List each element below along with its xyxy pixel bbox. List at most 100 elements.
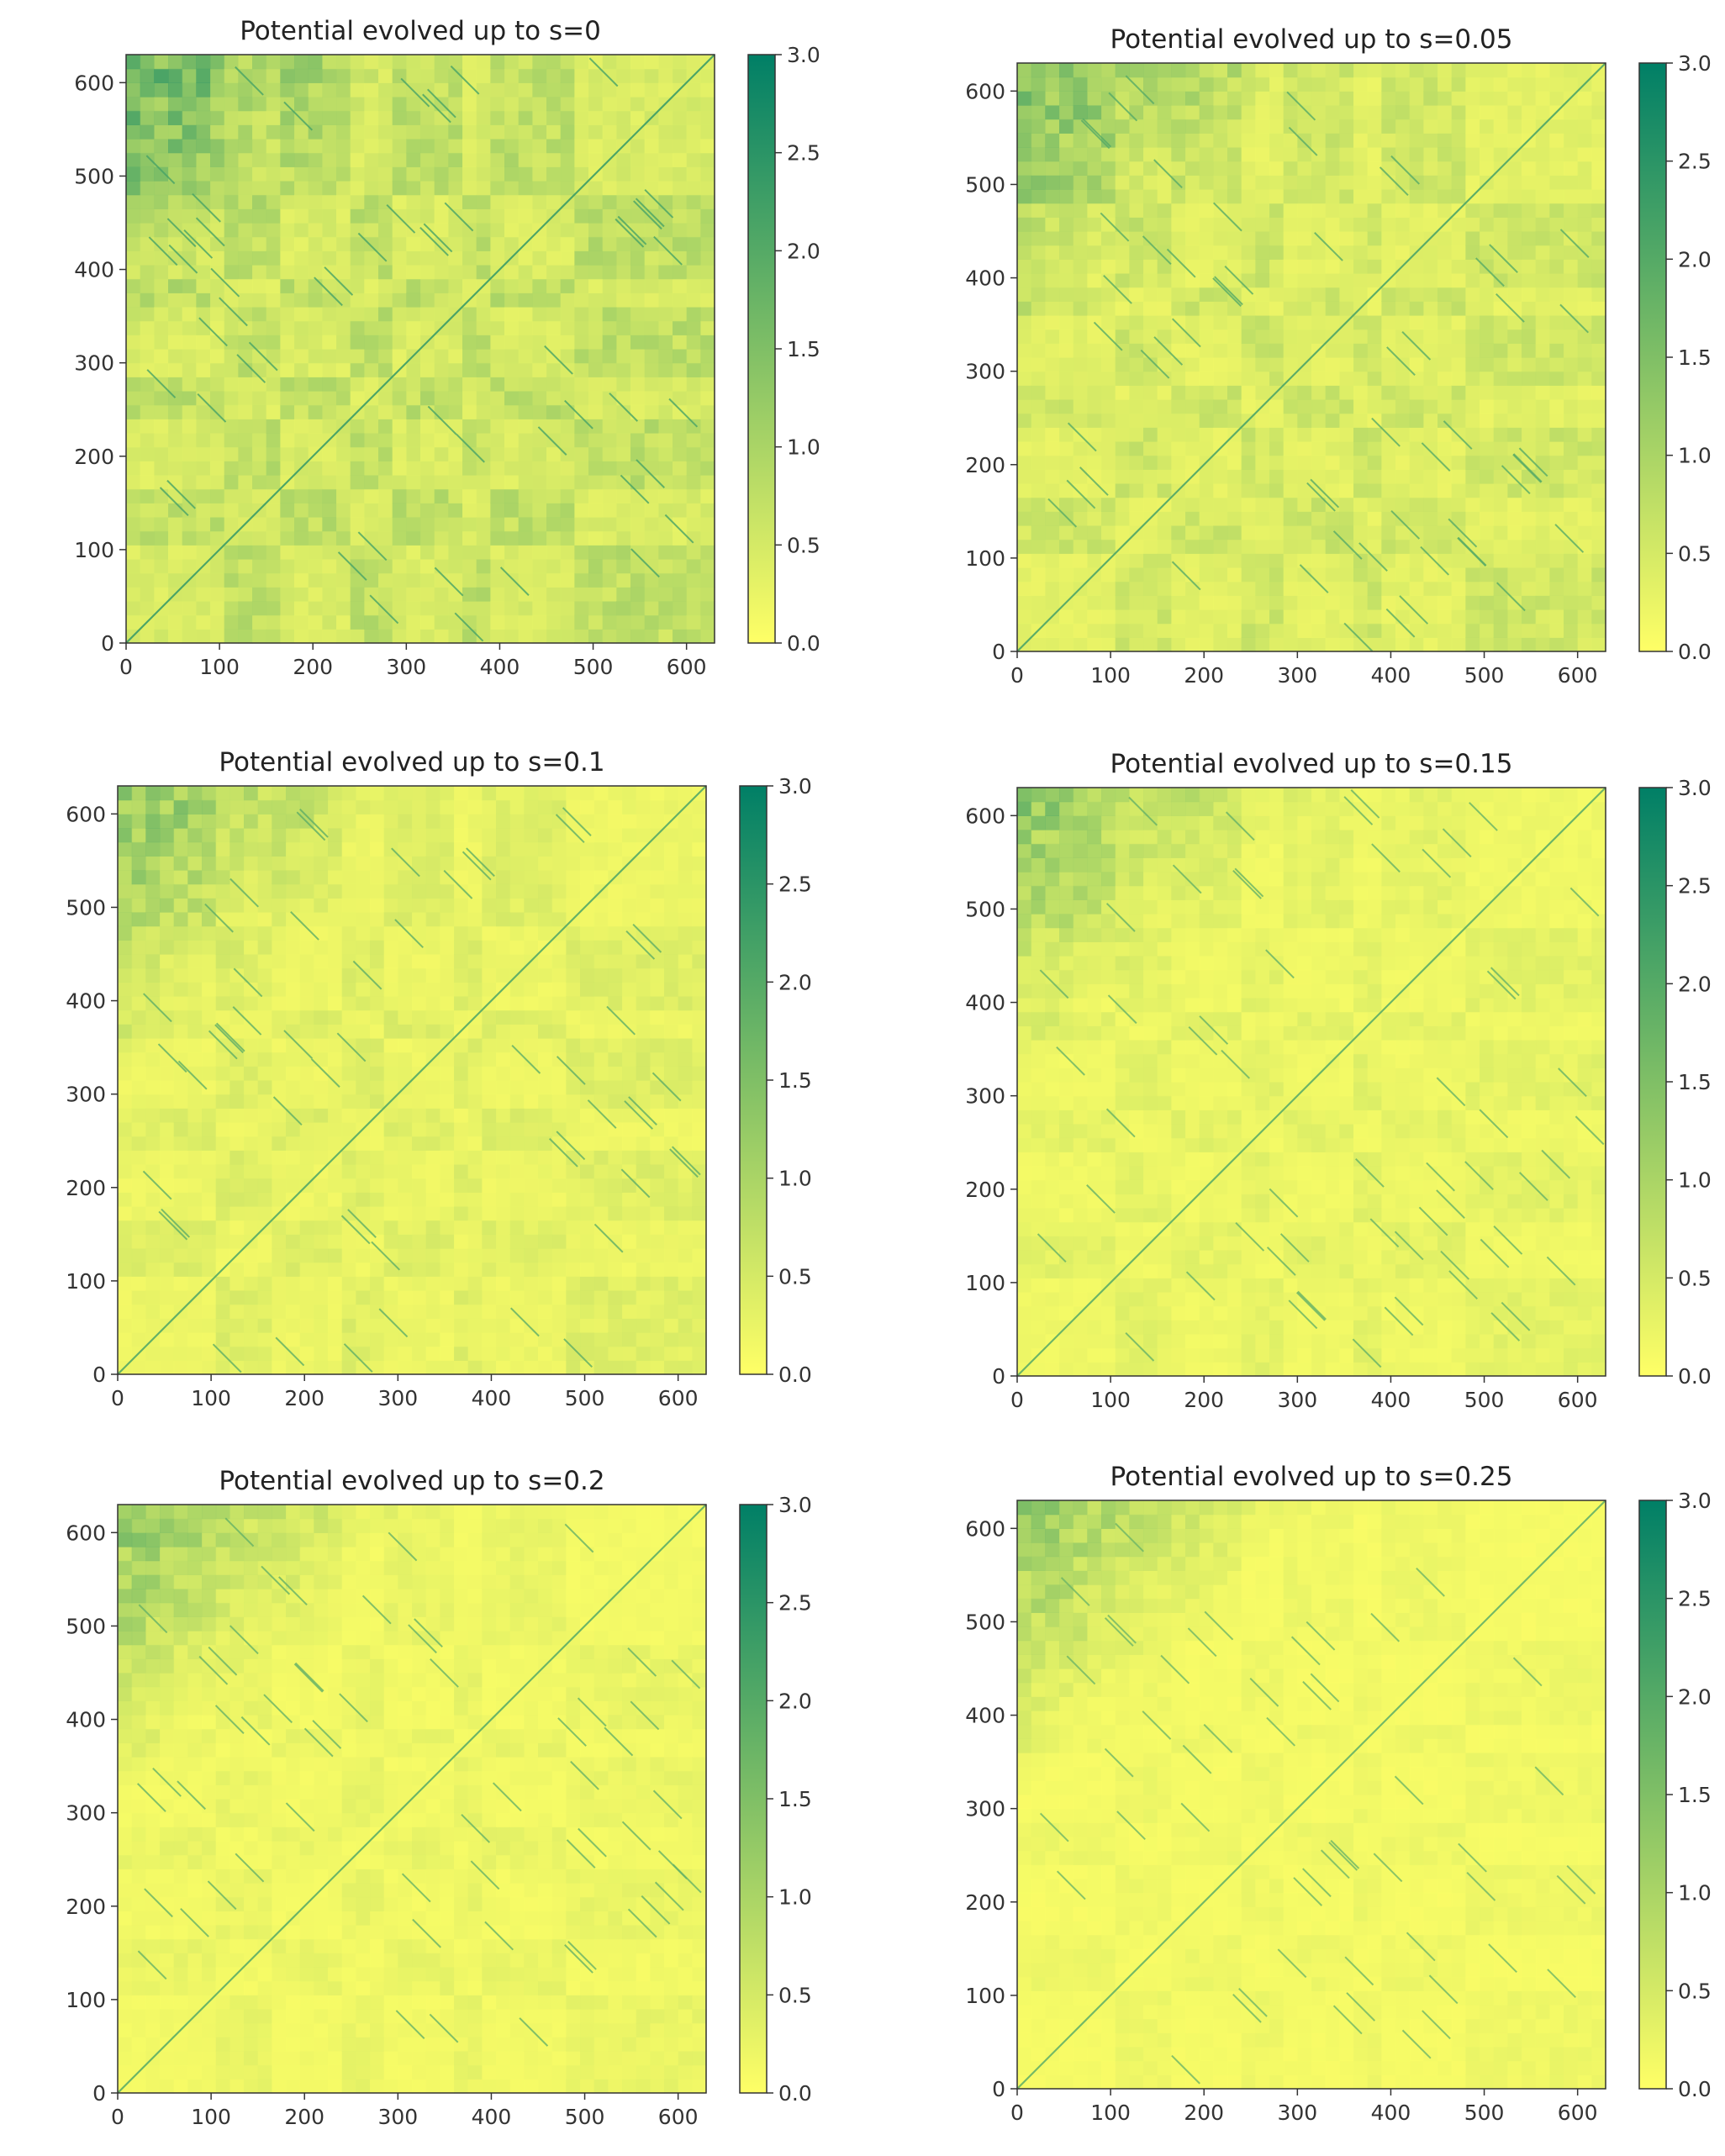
heatmap-cell bbox=[328, 982, 343, 997]
heatmap-cell bbox=[1535, 595, 1550, 610]
heatmap-cell bbox=[1227, 595, 1242, 610]
heatmap-cell bbox=[1438, 455, 1453, 470]
heatmap-cell bbox=[252, 488, 267, 503]
heatmap-cell bbox=[1591, 273, 1606, 288]
heatmap-cell bbox=[532, 545, 547, 560]
heatmap-cell bbox=[532, 152, 547, 167]
heatmap-cell bbox=[686, 446, 701, 461]
heatmap-cell bbox=[1157, 161, 1172, 176]
heatmap-cell bbox=[1564, 301, 1579, 316]
heatmap-cell bbox=[378, 503, 393, 518]
heatmap-cell bbox=[454, 1052, 469, 1067]
heatmap-cell bbox=[1325, 511, 1340, 526]
heatmap-cell bbox=[1381, 343, 1396, 358]
heatmap-cell bbox=[1451, 623, 1466, 638]
heatmap-cell bbox=[356, 1136, 371, 1151]
heatmap-cell bbox=[356, 954, 371, 969]
heatmap-cell bbox=[1339, 581, 1354, 596]
heatmap-cell bbox=[392, 391, 407, 406]
heatmap-cell bbox=[1438, 91, 1453, 106]
heatmap-cell bbox=[168, 320, 183, 335]
heatmap-cell bbox=[1480, 105, 1495, 120]
heatmap-cell bbox=[378, 139, 393, 154]
heatmap-cell bbox=[1185, 63, 1200, 78]
heatmap-cell bbox=[126, 461, 141, 476]
heatmap-cell bbox=[574, 587, 589, 602]
heatmap-cell bbox=[420, 152, 435, 167]
heatmap-cell bbox=[1465, 217, 1480, 232]
heatmap-cell bbox=[145, 912, 161, 927]
heatmap-cell bbox=[1059, 343, 1074, 358]
heatmap-cell bbox=[673, 110, 688, 125]
heatmap-cell bbox=[299, 1038, 314, 1053]
heatmap-cell bbox=[686, 433, 701, 448]
heatmap-cell bbox=[210, 68, 225, 83]
heatmap-cell bbox=[336, 433, 351, 448]
colorbar-tick-label: 2.0 bbox=[1678, 247, 1712, 271]
heatmap-cell bbox=[476, 320, 491, 335]
heatmap-cell bbox=[202, 1136, 217, 1151]
heatmap-cell bbox=[383, 1164, 398, 1179]
heatmap-cell bbox=[202, 786, 217, 801]
heatmap-cell bbox=[1577, 315, 1592, 330]
heatmap-cell bbox=[630, 559, 646, 574]
heatmap-cell bbox=[244, 799, 259, 814]
heatmap-cell bbox=[504, 194, 520, 209]
y-tick-label: 600 bbox=[965, 79, 1005, 103]
heatmap-cell bbox=[257, 1052, 272, 1067]
heatmap-cell bbox=[1157, 133, 1172, 148]
heatmap-cell bbox=[1591, 203, 1606, 218]
heatmap-cell bbox=[202, 1304, 217, 1319]
heatmap-cell bbox=[440, 1346, 455, 1361]
heatmap-cell bbox=[1507, 63, 1522, 78]
heatmap-cell bbox=[1480, 147, 1495, 162]
heatmap-cell bbox=[383, 1136, 398, 1151]
heatmap-cell bbox=[406, 572, 421, 588]
heatmap-cell bbox=[1087, 581, 1102, 596]
heatmap-cell bbox=[160, 1038, 175, 1053]
heatmap-cell bbox=[1409, 371, 1424, 386]
heatmap-cell bbox=[1017, 525, 1032, 540]
heatmap-cell bbox=[1423, 511, 1438, 526]
heatmap-cell bbox=[272, 1136, 287, 1151]
heatmap-cell bbox=[476, 208, 491, 224]
heatmap-cell bbox=[644, 152, 659, 167]
heatmap-cell bbox=[154, 391, 169, 406]
heatmap-cell bbox=[356, 1220, 371, 1235]
heatmap-cell bbox=[314, 786, 329, 801]
heatmap-cell bbox=[560, 601, 575, 616]
heatmap-cell bbox=[1353, 455, 1369, 470]
colorbar-tick-label: 3.0 bbox=[787, 43, 820, 67]
streak bbox=[630, 548, 660, 578]
heatmap-cell bbox=[252, 181, 267, 196]
heatmap-cell bbox=[1465, 441, 1480, 456]
heatmap-cell bbox=[308, 320, 323, 335]
heatmap-cell bbox=[1522, 553, 1537, 568]
heatmap-cell bbox=[118, 996, 133, 1011]
heatmap-cell bbox=[504, 335, 520, 350]
heatmap-cell bbox=[546, 377, 562, 392]
heatmap-cell bbox=[1451, 427, 1466, 442]
heatmap-cell bbox=[1171, 147, 1186, 162]
heatmap-cell bbox=[1480, 203, 1495, 218]
heatmap-cell bbox=[1311, 469, 1327, 484]
heatmap-cell bbox=[1535, 287, 1550, 302]
heatmap-cell bbox=[476, 433, 491, 448]
heatmap-cell bbox=[1213, 595, 1228, 610]
heatmap-cell bbox=[286, 1136, 301, 1151]
heatmap-cell bbox=[504, 265, 520, 280]
heatmap-cell bbox=[168, 82, 183, 98]
streak bbox=[434, 567, 464, 597]
heatmap-cell bbox=[187, 940, 203, 955]
streak bbox=[1047, 498, 1078, 528]
heatmap-cell bbox=[440, 898, 455, 913]
heatmap-cell bbox=[383, 870, 398, 885]
heatmap-cell bbox=[210, 223, 225, 238]
heatmap-cell bbox=[1381, 231, 1396, 246]
heatmap-cell bbox=[1395, 105, 1411, 120]
heatmap-cell bbox=[1409, 623, 1424, 638]
heatmap-cell bbox=[308, 166, 323, 182]
heatmap-cell bbox=[574, 223, 589, 238]
heatmap-cell bbox=[1423, 217, 1438, 232]
heatmap-cell bbox=[574, 362, 589, 377]
